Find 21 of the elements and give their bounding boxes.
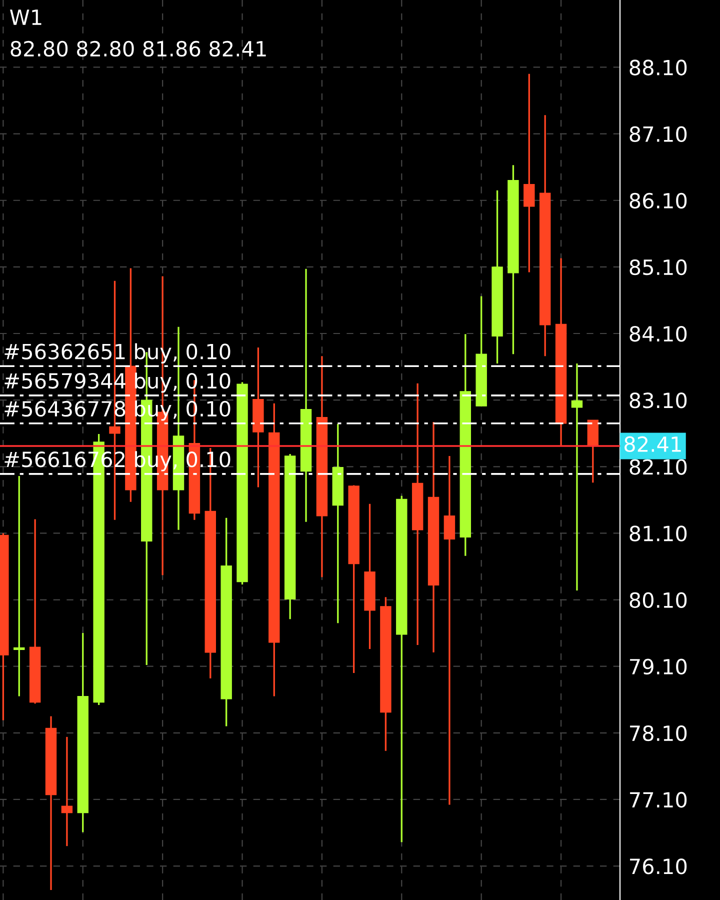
y-tick-label: 76.10 (630, 858, 687, 874)
candlestick (14, 475, 25, 698)
y-tick-label: 84.10 (630, 326, 687, 342)
y-tick-label: 78.10 (630, 725, 687, 742)
y-tick-label: 82.10 (630, 459, 687, 475)
ref-line-label: 82.41 (624, 436, 681, 452)
y-tick-label: 81.10 (630, 526, 687, 542)
text: 82.80 82.80 81.86 82.41 (10, 40, 266, 57)
y-tick-label: 88.10 (630, 60, 687, 76)
candlestick (524, 73, 535, 274)
y-tick-label: 85.10 (630, 259, 687, 276)
y-tick-label: 77.10 (630, 792, 687, 808)
candlestick (444, 455, 456, 806)
candlestick (61, 736, 73, 847)
y-tick-label: 86.10 (630, 192, 687, 209)
y-tick-label: 87.10 (630, 126, 687, 142)
y-tick-label: 83.10 (630, 392, 687, 408)
chart-title: W1 (10, 10, 42, 25)
y-tick-label: 80.10 (630, 592, 687, 608)
candlestick (571, 362, 583, 592)
y-tick-label: 79.10 (630, 658, 687, 675)
